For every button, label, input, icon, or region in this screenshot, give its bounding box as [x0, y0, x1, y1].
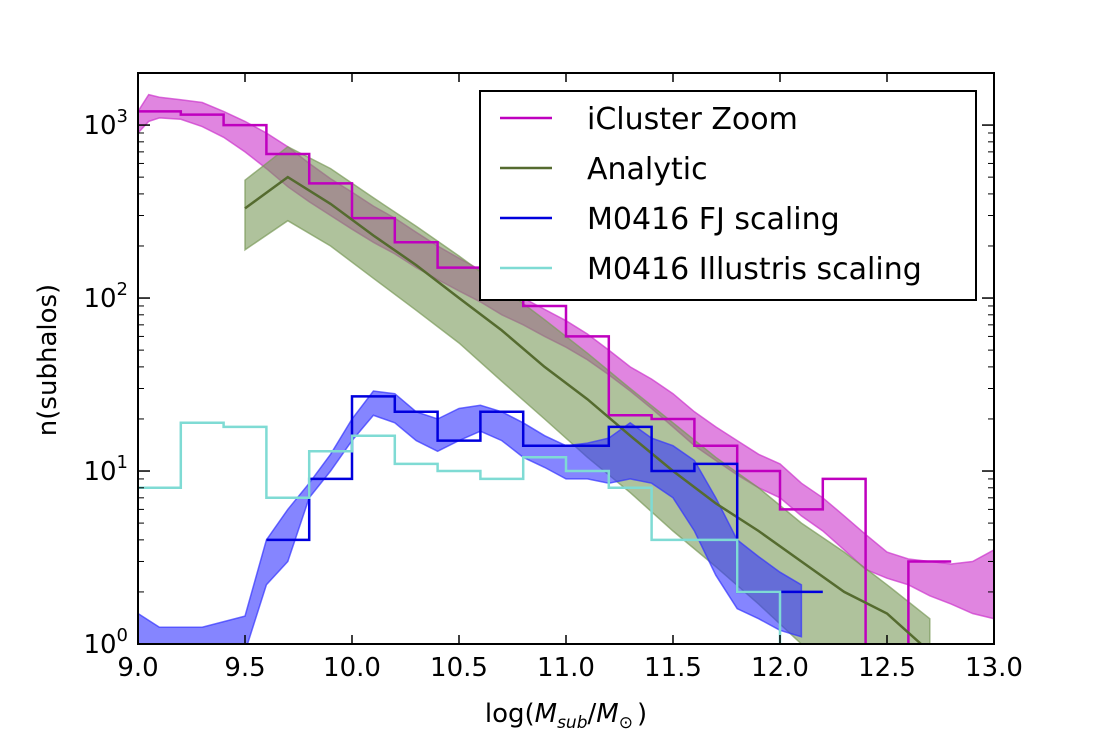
legend-label-illustris: M0416 Illustris scaling	[587, 252, 922, 287]
step-line-illustris	[138, 421, 782, 644]
x-tick-label: 10.5	[430, 653, 488, 683]
x-tick-label: 9.5	[224, 653, 265, 683]
step-line-icluster	[138, 110, 952, 644]
x-tick-label: 12.5	[858, 653, 916, 683]
x-tick-label: 11.5	[644, 653, 702, 683]
x-tick-label: 13.0	[965, 653, 1023, 683]
line-analytic	[244, 175, 923, 644]
plot-frame	[137, 72, 995, 645]
y-tick-label: 102	[83, 279, 128, 314]
y-tick-label: 100	[83, 625, 128, 660]
x-tick-label: 11.0	[537, 653, 595, 683]
legend-label-fj: M0416 FJ scaling	[587, 202, 840, 237]
y-tick-label: 101	[83, 452, 128, 487]
legend: iCluster Zoom Analytic M0416 FJ scaling …	[479, 90, 977, 301]
y-axis-title: n(subhalos)	[33, 284, 63, 436]
band-fj	[138, 390, 803, 644]
legend-box	[479, 90, 977, 301]
x-tick-label: 9.0	[117, 653, 158, 683]
tick-labels: 9.0 9.5 10.0 10.5 11.0 11.5 12.0 12.5 13.0 100 101…	[83, 106, 1022, 683]
step-line-fj	[266, 395, 823, 594]
legend-label-analytic: Analytic	[587, 152, 708, 187]
data-layer	[138, 93, 994, 644]
x-tick-label: 12.0	[751, 653, 809, 683]
y-tick-label: 103	[83, 106, 128, 141]
x-tick-label: 10.0	[323, 653, 381, 683]
x-axis-title: log(Msub/M⊙)	[485, 699, 647, 733]
legend-label-icluster: iCluster Zoom	[587, 102, 798, 137]
